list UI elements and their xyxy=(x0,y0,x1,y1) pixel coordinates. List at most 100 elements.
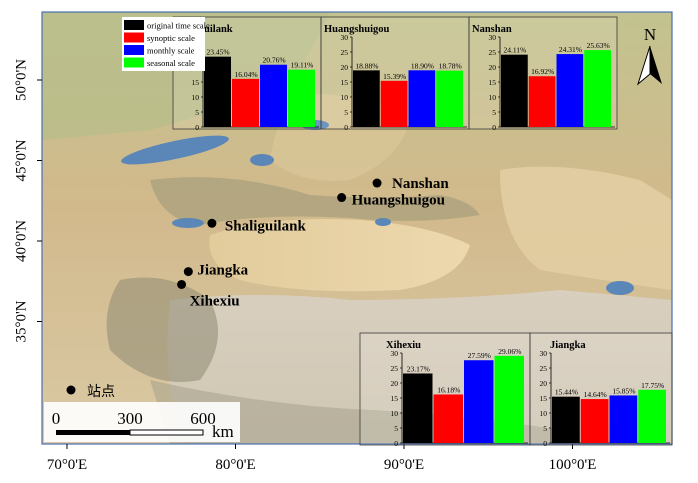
legend-label-seasonal-scale: seasonal scale xyxy=(147,58,195,68)
legend-label-monthly-scale: monthly scale xyxy=(147,46,195,56)
bar-monthly-scale xyxy=(609,395,638,443)
bar-synoptic-scale xyxy=(528,76,556,127)
inset-y-tick-label: 15 xyxy=(391,394,399,403)
inset-y-tick-label: 15 xyxy=(192,78,200,87)
inset-y-tick-label: 0 xyxy=(543,439,547,448)
inset-y-tick-label: 25 xyxy=(341,48,349,57)
bar-value-label: 16.04% xyxy=(234,70,257,79)
station-jiangka: Jiangka xyxy=(183,263,249,279)
bar-value-label: 19.11% xyxy=(291,61,314,70)
lat-tick-label: 45°0'N xyxy=(13,139,29,181)
bar-original-time-scale xyxy=(552,396,580,443)
bar-seasonal-scale xyxy=(494,355,524,443)
inset-y-tick-label: 0 xyxy=(195,123,199,132)
tarim-basin xyxy=(209,219,470,292)
inset-y-tick-label: 30 xyxy=(391,349,399,358)
inset-y-tick-label: 0 xyxy=(394,439,398,448)
inset-y-tick-label: 20 xyxy=(391,379,399,388)
lake-qinghai xyxy=(606,281,634,295)
station-nanshan: Nanshan xyxy=(372,176,449,192)
bar-monthly-scale xyxy=(464,360,494,443)
bar-value-label: 16.18% xyxy=(437,385,460,394)
station-symbol-label: 站点 xyxy=(87,384,115,400)
station-marker xyxy=(207,218,217,228)
station-shaliguilank: Shaliguilank xyxy=(207,218,306,234)
inset-chart-nanshan: Nanshan 0 5 10 15 20 25 30 24.11% 16.92% 24.31% 25.… xyxy=(468,16,618,132)
inset-y-tick-label: 0 xyxy=(492,123,496,132)
station-label: Xihexiu xyxy=(190,293,240,309)
bar-synoptic-scale xyxy=(232,78,259,127)
scale-bar-tick-600: 600 xyxy=(190,409,216,428)
tibetan-plateau xyxy=(167,290,672,444)
legend-swatch-synoptic-scale xyxy=(124,32,144,43)
inset-chart-jiangka: Jiangka 0 5 10 15 20 25 30 15.44% 14.64% 15.85% 17.… xyxy=(529,332,673,448)
inset-chart-huangshuigou: Huangshuigou 0 5 10 15 20 25 30 18.88% 15.39% 18.9… xyxy=(320,16,470,132)
station-marker xyxy=(183,267,193,277)
inset-y-tick-label: 20 xyxy=(540,379,548,388)
lon-tick-label: 70°0'E xyxy=(47,457,87,473)
scale-bar-unit: km xyxy=(212,422,234,441)
bar-monthly-scale xyxy=(408,70,436,127)
lon-tick-label: 90°0'E xyxy=(384,457,424,473)
inset-y-tick-label: 5 xyxy=(492,108,496,117)
bar-value-label: 18.90% xyxy=(411,61,434,70)
inset-y-tick-label: 5 xyxy=(344,108,348,117)
bar-value-label: 23.45% xyxy=(206,48,229,57)
bar-value-label: 18.78% xyxy=(439,62,462,71)
bar-value-label: 24.11% xyxy=(503,46,526,55)
bar-seasonal-scale xyxy=(436,70,463,127)
north-arrow-label: N xyxy=(644,25,656,44)
inset-chart-xihexiu: Xihexiu 0 5 10 15 20 25 30 23.17% 16.18% 27.59% 29.… xyxy=(359,332,531,448)
bar-value-label: 29.06% xyxy=(498,347,521,356)
bar-original-time-scale xyxy=(204,56,231,127)
bar-synoptic-scale xyxy=(380,80,408,127)
bar-original-time-scale xyxy=(403,373,433,443)
bar-value-label: 24.31% xyxy=(559,45,582,54)
map-border xyxy=(41,11,673,445)
station-label: Nanshan xyxy=(392,176,449,192)
inset-y-tick-label: 15 xyxy=(341,78,349,87)
bar-value-label: 23.17% xyxy=(407,364,430,373)
inset-y-tick-label: 20 xyxy=(489,63,497,72)
station-marker xyxy=(337,193,347,203)
scale-bar-tick-0: 0 xyxy=(52,409,61,428)
scale-bar-tick-300: 300 xyxy=(117,409,143,428)
lon-tick-label: 80°0'E xyxy=(215,457,255,473)
north-arrow: N xyxy=(637,25,662,86)
bar-value-label: 15.44% xyxy=(555,388,578,397)
legend-label-original-time-scale: original time scale xyxy=(147,21,210,31)
bar-value-label: 25.63% xyxy=(587,41,610,50)
bar-seasonal-scale xyxy=(584,50,611,127)
legend-swatch-original-time-scale xyxy=(124,20,144,30)
bar-value-label: 16.92% xyxy=(531,67,554,76)
inset-y-tick-label: 10 xyxy=(489,93,497,102)
station-symbol-legend: 站点 xyxy=(66,384,115,400)
bar-value-label: 15.39% xyxy=(383,72,406,81)
lake-issykkul xyxy=(172,218,204,228)
eastern-desert xyxy=(500,166,672,290)
station-xihexiu: Xihexiu xyxy=(177,279,240,309)
lake-bosten xyxy=(375,218,391,226)
chart-legend: original time scale synoptic scale monthly… xyxy=(122,17,210,71)
bar-value-label: 18.88% xyxy=(355,61,378,70)
inset-y-tick-label: 10 xyxy=(540,409,548,418)
scale-bar: 0 300 600 km xyxy=(44,402,240,442)
inset-y-tick-label: 15 xyxy=(540,394,548,403)
lon-tick-label: 100°0'E xyxy=(549,457,597,473)
north-arrow-right-half xyxy=(650,46,662,84)
inset-y-tick-label: 0 xyxy=(344,123,348,132)
lat-tick-label: 40°0'N xyxy=(13,220,29,262)
station-label: Huangshuigou xyxy=(352,193,445,209)
bar-original-time-scale xyxy=(501,54,528,127)
bar-value-label: 20.76% xyxy=(262,56,285,65)
tianshan-mountains xyxy=(150,177,480,225)
inset-y-tick-label: 20 xyxy=(341,63,349,72)
inset-chart-title: Nanshan xyxy=(472,24,512,35)
station-label: Shaliguilank xyxy=(225,218,307,234)
lake-alakol xyxy=(250,154,274,166)
inset-y-tick-label: 10 xyxy=(192,93,200,102)
bar-value-label: 15.85% xyxy=(612,386,635,395)
inset-y-tick-label: 25 xyxy=(391,364,399,373)
lake-balkhash xyxy=(121,135,229,165)
